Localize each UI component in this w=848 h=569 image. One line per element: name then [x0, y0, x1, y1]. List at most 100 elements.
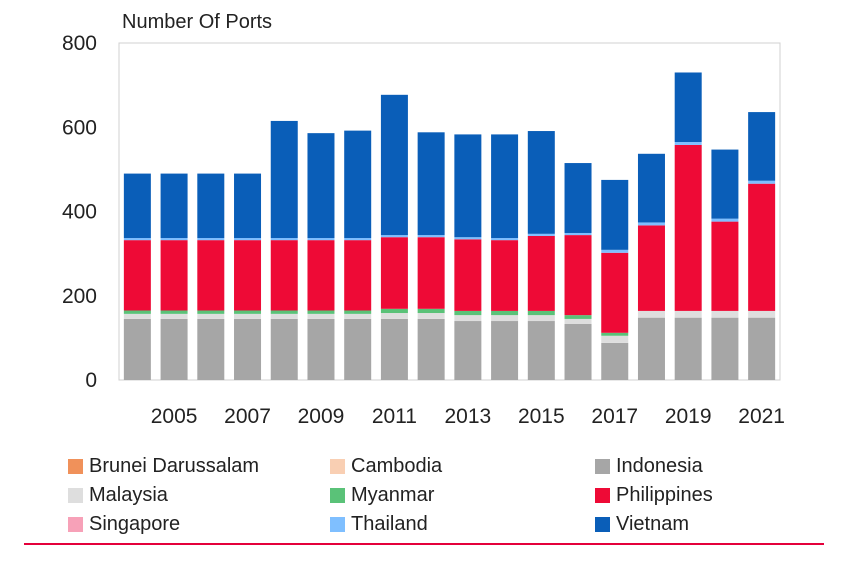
- legend-swatch: [68, 458, 83, 474]
- bar-segment-philippines: [380, 237, 408, 309]
- legend-item: Brunei Darussalam: [68, 452, 259, 480]
- y-axis-label: Number Of Ports: [122, 11, 272, 33]
- legend-swatch: [595, 458, 610, 474]
- bar-segment-thailand: [564, 232, 592, 236]
- bar-segment-indonesia: [637, 317, 665, 380]
- bar-segment-thailand: [270, 238, 298, 241]
- bar-segment-vietnam: [234, 173, 262, 239]
- legend-item: Thailand: [330, 510, 428, 538]
- bar-segment-malaysia: [564, 318, 592, 324]
- bar-segment-philippines: [234, 240, 262, 311]
- bar-segment-thailand: [344, 238, 372, 241]
- legend-swatch: [68, 487, 83, 503]
- bar-segment-philippines: [564, 235, 592, 316]
- bar-segment-indonesia: [711, 317, 739, 380]
- legend-swatch: [330, 458, 345, 474]
- y-tick-label: 400: [62, 201, 97, 224]
- bar-segment-philippines: [491, 240, 519, 311]
- legend-swatch: [68, 516, 83, 532]
- bar-segment-philippines: [748, 183, 776, 311]
- bar-segment-philippines: [527, 235, 555, 311]
- x-tick-label: 2019: [665, 405, 712, 428]
- legend-label: Malaysia: [89, 483, 168, 506]
- legend-label: Thailand: [351, 512, 428, 535]
- bar-segment-indonesia: [417, 318, 445, 380]
- bar-segment-vietnam: [307, 133, 335, 239]
- bar-segment-indonesia: [491, 321, 519, 380]
- bar-segment-philippines: [123, 240, 151, 311]
- legend-label: Singapore: [89, 512, 181, 535]
- x-tick-label: 2015: [518, 405, 565, 428]
- legend-item: Myanmar: [330, 481, 434, 509]
- bar-segment-myanmar: [234, 310, 262, 314]
- legend-item: Malaysia: [68, 481, 168, 509]
- x-tick-label: 2007: [224, 405, 271, 428]
- legend: Brunei Darussalam Cambodia Indonesia Malays…: [68, 452, 768, 542]
- bar-segment-vietnam: [454, 134, 482, 238]
- bar-segment-indonesia: [197, 318, 225, 380]
- bar-segment-thailand: [674, 141, 702, 145]
- legend-label: Vietnam: [616, 512, 690, 535]
- bar-segment-vietnam: [674, 72, 702, 142]
- bar-segment-myanmar: [527, 310, 555, 316]
- bar-segment-thailand: [234, 238, 262, 241]
- bar-segment-malaysia: [160, 313, 188, 319]
- legend-swatch: [330, 516, 345, 532]
- bar-segment-myanmar: [197, 310, 225, 314]
- bar-segment-thailand: [711, 218, 739, 222]
- bar-segment-philippines: [160, 240, 188, 311]
- bar-segment-malaysia: [674, 310, 702, 318]
- x-tick-label: 2011: [372, 405, 417, 428]
- bar-segment-vietnam: [748, 112, 776, 181]
- y-tick-label: 600: [62, 116, 97, 139]
- legend-label: Brunei Darussalam: [89, 454, 260, 477]
- legend-label: Philippines: [616, 483, 713, 506]
- bar-segment-thailand: [307, 238, 335, 241]
- bar-segment-thailand: [123, 238, 151, 241]
- legend-swatch: [595, 487, 610, 503]
- bar-segment-vietnam: [344, 130, 372, 239]
- bar-segment-vietnam: [491, 134, 519, 239]
- bar-segment-thailand: [417, 235, 445, 238]
- bar-segment-indonesia: [564, 323, 592, 380]
- bar-segment-myanmar: [454, 310, 482, 316]
- bar-segment-thailand: [637, 222, 665, 226]
- bar-segment-vietnam: [527, 131, 555, 234]
- bar-segment-myanmar: [564, 315, 592, 319]
- bar-segment-indonesia: [234, 318, 262, 380]
- bar-segment-malaysia: [527, 315, 555, 322]
- axes: [118, 42, 781, 381]
- bar-segment-malaysia: [601, 335, 629, 343]
- bar-segment-vietnam: [601, 179, 629, 250]
- bar-segment-malaysia: [637, 310, 665, 318]
- bar-segment-vietnam: [564, 163, 592, 233]
- bar-segment-malaysia: [344, 313, 372, 319]
- bar-segment-myanmar: [344, 310, 372, 314]
- bar-segment-malaysia: [417, 313, 445, 319]
- plot-frame: [118, 42, 781, 381]
- y-tick-label: 200: [62, 285, 97, 308]
- bar-segment-vietnam: [711, 149, 739, 219]
- bar-segment-malaysia: [711, 310, 739, 318]
- bar-segment-philippines: [270, 240, 298, 311]
- bar-segment-myanmar: [160, 310, 188, 314]
- bar-segment-vietnam: [160, 173, 188, 239]
- bar-segment-indonesia: [344, 318, 372, 380]
- bar-segment-philippines: [197, 240, 225, 311]
- bar-segment-myanmar: [601, 332, 629, 336]
- bar-segment-thailand: [601, 249, 629, 253]
- bars: [123, 72, 776, 380]
- legend-label: Myanmar: [351, 483, 435, 506]
- legend-item: Singapore: [68, 510, 180, 538]
- legend-item: Cambodia: [330, 452, 442, 480]
- legend-label: Indonesia: [616, 454, 703, 477]
- bar-segment-malaysia: [380, 313, 408, 319]
- legend-item: Indonesia: [595, 452, 703, 480]
- bar-segment-malaysia: [491, 315, 519, 322]
- bar-segment-malaysia: [270, 313, 298, 319]
- divider-line: [24, 543, 824, 545]
- bar-segment-philippines: [674, 144, 702, 311]
- bar-segment-thailand: [380, 235, 408, 238]
- bar-segment-vietnam: [417, 132, 445, 236]
